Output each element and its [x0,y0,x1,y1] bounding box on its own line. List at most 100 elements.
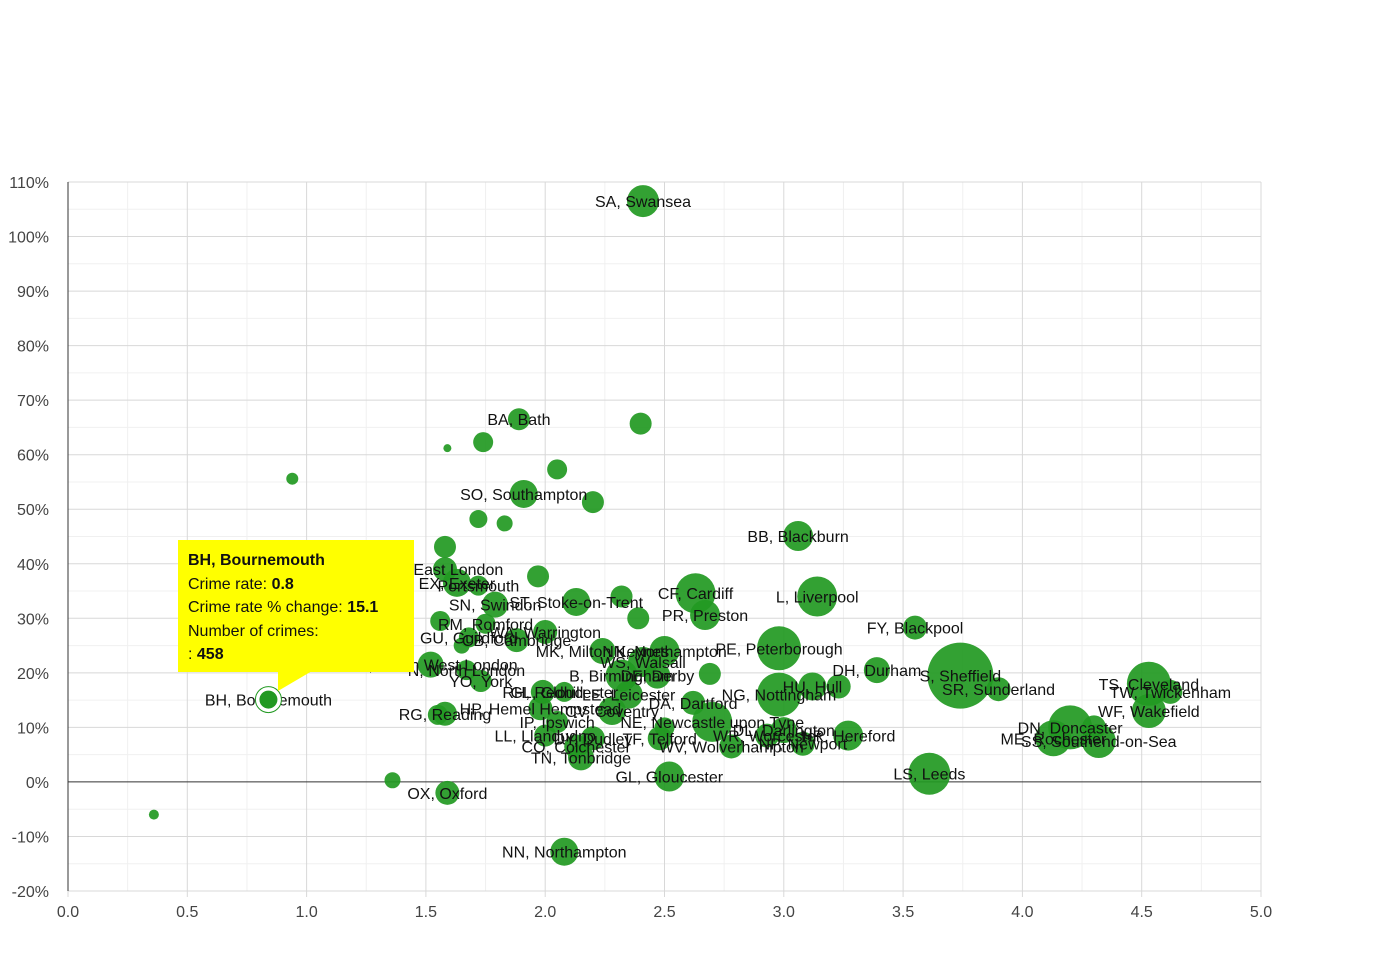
bubble [798,672,827,701]
bubble [562,587,591,616]
bubble [468,575,489,596]
bubble [417,651,444,678]
bubble [496,515,513,532]
bubble [908,752,951,795]
bubble-label: WV, Wolverhampton [659,739,804,756]
bubble [698,662,721,685]
bubble [533,619,558,644]
highlight-bubble [259,690,278,709]
bubble-label: PR, Preston [662,608,748,625]
bubble-label: GU, Guildford [420,630,518,647]
bubble-label: N, North London [408,663,525,680]
bubble-label: TF, Telford [623,731,697,748]
bubble [986,677,1011,702]
bubble [456,660,477,681]
y-tick-label: 20% [17,666,49,683]
bubble-label: NE, Newcastle upon Tyne [620,715,804,732]
bubble-label: CO, Colchester [522,739,632,756]
bubble [644,662,671,689]
bubble [690,600,721,631]
x-tick-label: 3.5 [892,904,914,921]
bubble [790,731,815,756]
bubble [384,772,401,789]
bubble-label: S, Sheffield [920,669,1002,686]
tooltip: BH, Bournemouth Crime rate: 0.8 Crime ra… [178,540,414,672]
bubble-label: DE, Derby [620,669,694,686]
bubble [757,672,802,717]
bubble [903,615,928,640]
y-tick-label: 40% [17,557,49,574]
bubble [627,607,650,630]
bubble-label: DL, Darlington [733,723,835,740]
bubble-label: RM, Romford [438,617,533,634]
bubble [783,520,814,551]
y-tick-label: 30% [17,611,49,628]
highlighted-point[interactable] [254,686,282,714]
bubble-label: BA, Bath [487,412,550,429]
bubble [719,734,744,759]
y-tick-label: 110% [9,175,49,192]
bubble [547,459,568,480]
bubble [1035,720,1072,757]
bubble [755,723,780,748]
bubble-label: DN, Doncaster [1018,720,1124,737]
bubble-label: OX, Oxford [407,786,487,803]
tooltip-crimes-prefix: : [188,646,193,663]
x-tick-label: 1.5 [415,904,437,921]
y-tick-label: 100% [8,230,49,247]
x-tick-label: 2.5 [653,904,675,921]
y-tick-label: 0% [26,775,49,792]
bubble [504,628,529,653]
bubble [757,626,802,671]
bubble-label: FY, Blackpool [867,621,964,638]
bubble-label: WA, Warrington [489,625,601,642]
bubble [148,809,159,820]
bubble [509,479,538,508]
bubble-label: NP, Newport [759,737,848,754]
bubble-label: NG, Nottingham [722,688,837,705]
bubble-label: EX, Exeter [419,576,496,593]
tooltip-title: BH, Bournemouth [188,552,325,569]
bubble-label: B, Birmingham [569,669,674,686]
bubble-label: YO, York [449,674,513,691]
bubble-label: DH, Durham [832,663,921,680]
bubble-labels: SA, Swansea BA, Bath SO, Southampton BB, Bl… [205,194,1231,862]
bubble-label: CF, Cardiff [658,586,734,603]
bubble-label: CV, Coventry [565,704,659,721]
bubble-label: LS, Leeds [893,767,965,784]
y-tick-label: 10% [17,720,49,737]
axes: 0.0 0.5 1.0 1.5 2.0 2.5 3.0 3.5 4.0 4.5 5.0 -20% -10… [8,175,1272,921]
bubble-label: TW, Twickenham [1110,685,1232,702]
bubble-label: NN, Northampton [602,644,727,661]
tooltip-crimes-row: : 458 [188,643,404,667]
tooltip-change-row: Crime rate % change: 15.1 [188,596,404,620]
bubble [435,780,460,805]
bubble [629,412,652,435]
x-tick-label: 1.0 [295,904,317,921]
bubble-label: BB, Blackburn [747,529,848,546]
bubble-label: HP, Hemel Hempstead [460,701,622,718]
bubble-label: uth East London [387,562,504,579]
bubble [473,432,494,453]
bubble-label: CB, Cambridge [462,633,571,650]
bubble-label: PE, Peterborough [715,641,842,658]
bubble-label: SO, Southampton [460,487,587,504]
bubble-label: DA, Dartford [649,696,738,713]
y-tick-label: 80% [17,339,49,356]
bubble-label: NN, Northampton [502,845,627,862]
bubble [863,657,890,684]
x-tick-label: 4.5 [1131,904,1153,921]
y-tick-label: 70% [17,393,49,410]
bubble [443,444,452,453]
bubble-label: ST, Stoke-on-Trent [509,595,643,612]
bubble-label: GL, Gloucester [615,769,723,786]
tooltip-crimes-label: Number of crimes: [188,622,319,640]
bubble-label: RG, Reading [399,707,492,724]
bubble [550,837,579,866]
bubble [581,491,604,514]
x-tick-label: 4.0 [1011,904,1033,921]
bubble [433,535,456,558]
bubble [598,697,627,726]
bubble-label: GL, Gloucester [510,685,618,702]
